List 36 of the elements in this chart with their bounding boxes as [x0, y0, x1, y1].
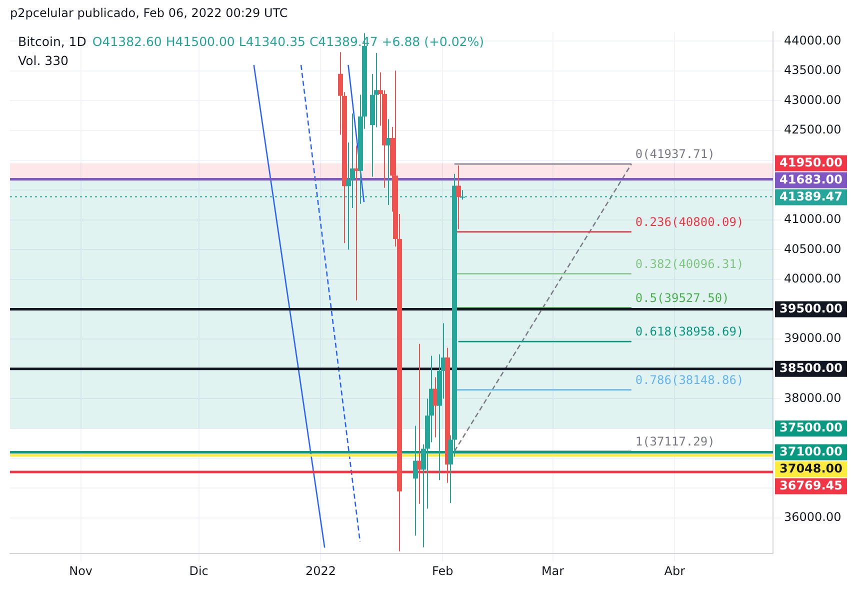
x-tick-label: Mar — [541, 564, 564, 578]
chart-title: Bitcoin, 1D — [18, 34, 86, 49]
y-tick-label: 39000.00 — [784, 331, 842, 346]
y-tick-label: 44000.00 — [784, 33, 842, 48]
y-tick-label: 40000.00 — [784, 272, 842, 286]
annotation: 0(41937.71) — [635, 147, 715, 162]
ref-line-label: 37100.00 — [779, 444, 843, 458]
x-tick-label: 2022 — [305, 564, 336, 578]
annotation: 0.5(39527.50) — [635, 290, 730, 305]
y-tick-label: 42500.00 — [784, 122, 842, 137]
annotation: 0.786(38148.86) — [635, 372, 744, 387]
y-tick-label: 43500.00 — [784, 63, 842, 78]
annotation: Vol. 330 — [18, 53, 69, 68]
y-tick-label: 40500.00 — [784, 242, 842, 256]
x-tick-label: Feb — [432, 564, 454, 578]
ref-line-label: 41389.47 — [779, 189, 843, 204]
ref-line-label: 38500.00 — [779, 361, 843, 375]
x-tick-label: Dic — [189, 564, 208, 578]
ref-line-label: 41683.00 — [779, 172, 843, 186]
x-tick-label: Nov — [69, 564, 93, 578]
y-tick-label: 43000.00 — [784, 92, 842, 107]
x-tick-label: Abr — [664, 564, 686, 578]
candlestick — [456, 165, 461, 230]
y-tick-label: 36000.00 — [784, 510, 842, 524]
text: p2pcelular publicado, Feb 06, 2022 00:29 UTC — [10, 6, 288, 20]
ref-line-label: 36769.45 — [779, 478, 843, 492]
annotation: 0.236(40800.09) — [635, 214, 744, 229]
band-label: 37500.00 — [779, 420, 843, 435]
annotation: 1(37117.29) — [635, 434, 715, 448]
ref-line-label: 39500.00 — [779, 301, 843, 316]
ref-line-label: 37048.00 — [779, 461, 843, 476]
annotation: 0.382(40096.31) — [635, 256, 744, 271]
y-tick-label: 41000.00 — [784, 212, 842, 226]
annotation: 0.618(38958.69) — [635, 324, 744, 339]
band-label: 41950.00 — [779, 155, 843, 170]
y-tick-label: 38000.00 — [784, 390, 842, 405]
